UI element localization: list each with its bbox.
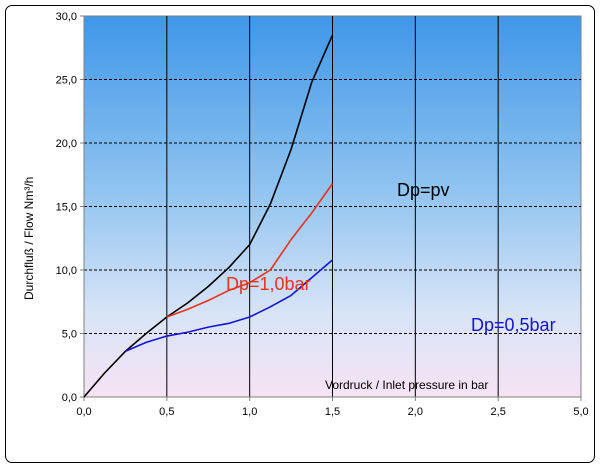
y-tick-label: 30,0 bbox=[56, 11, 77, 23]
y-tick-label: 25,0 bbox=[56, 75, 77, 87]
series-label-dp-05bar: Dp=0,5bar bbox=[471, 315, 556, 335]
axes bbox=[80, 15, 582, 401]
y-tick-label: 0,0 bbox=[62, 392, 77, 404]
y-tick-label: 20,0 bbox=[56, 138, 77, 150]
x-tick-label: 0,0 bbox=[76, 406, 91, 418]
y-tick-label: 15,0 bbox=[56, 202, 77, 214]
x-tick-label: 1,0 bbox=[242, 406, 257, 418]
series-lines bbox=[83, 34, 334, 398]
x-tick-label: 0,5 bbox=[159, 406, 174, 418]
series-label-dp-pv: Dp=pv bbox=[397, 180, 450, 200]
x-tick-labels: 0,0 0,5 1,0 1,5 2,0 2,5 5,0 bbox=[76, 406, 588, 418]
y-axis-title: Durchfluß / Flow Nm³/h bbox=[22, 177, 36, 300]
x-tick-label: 1,5 bbox=[325, 406, 340, 418]
series-line-3 bbox=[125, 259, 334, 353]
x-axis-title: Vordruck / Inlet pressure in bar bbox=[325, 378, 488, 392]
series-line-2 bbox=[166, 183, 334, 318]
x-tick-label: 2,0 bbox=[408, 406, 423, 418]
x-tick-label: 5,0 bbox=[573, 406, 588, 418]
grid bbox=[84, 16, 581, 397]
y-tick-label: 5,0 bbox=[62, 329, 77, 341]
y-tick-label: 10,0 bbox=[56, 265, 77, 277]
series-label-dp-1bar: Dp=1,0bar bbox=[226, 274, 311, 294]
x-tick-label: 2,5 bbox=[491, 406, 506, 418]
y-tick-labels: 0,0 5,0 10,0 15,0 20,0 25,0 30,0 bbox=[56, 11, 77, 404]
